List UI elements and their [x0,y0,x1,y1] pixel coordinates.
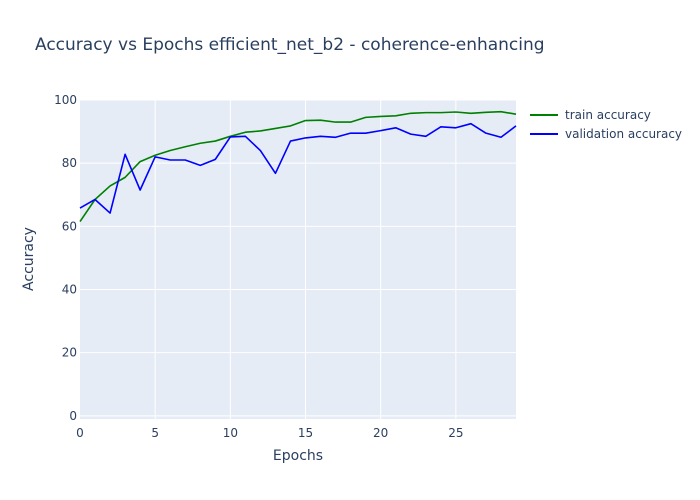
tick-labels: 0 5 10 15 20 25 0 20 40 60 80 100 [54,93,463,440]
series-line-train-accuracy [79,110,517,223]
x-tick-label: 5 [151,426,159,440]
x-tick-label: 20 [373,426,388,440]
y-axis-title: Accuracy [21,227,37,291]
grid-lines [80,99,516,419]
legend-label: train accuracy [565,108,651,122]
y-tick-label: 20 [62,346,77,360]
x-axis-title: Epochs [273,448,323,464]
y-tick-label: 40 [62,283,77,297]
x-tick-label: 10 [223,426,238,440]
y-tick-label: 60 [62,219,77,233]
y-tick-label: 0 [69,409,77,423]
y-tick-label: 80 [62,156,77,170]
x-tick-label: 25 [448,426,463,440]
x-tick-label: 15 [298,426,313,440]
legend: train accuracy validation accuracy [530,108,682,141]
plot-area [80,100,516,419]
series-line-validation-accuracy [79,122,517,214]
chart-title: Accuracy vs Epochs efficient_net_b2 - co… [35,35,545,55]
y-tick-label: 100 [54,93,77,107]
x-tick-label: 0 [76,426,84,440]
legend-label: validation accuracy [565,127,682,141]
series-layer [79,110,517,223]
